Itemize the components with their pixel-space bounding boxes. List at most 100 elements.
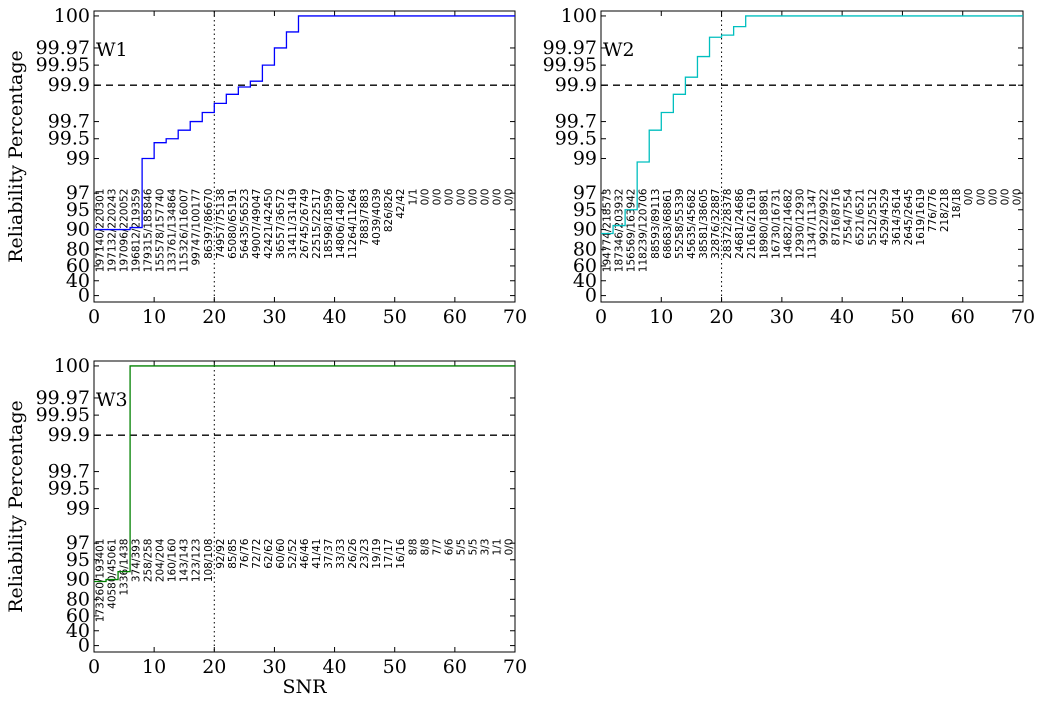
panel-label: W1 — [96, 39, 128, 61]
count-label: 196812/219359 — [131, 189, 143, 273]
y-tick-label: 95 — [66, 549, 90, 571]
x-tick-label: 0 — [88, 656, 100, 678]
count-label: 76/76 — [239, 538, 251, 569]
x-tick-label: 60 — [443, 656, 467, 678]
y-tick-label: 95 — [66, 199, 90, 221]
count-label: 143/143 — [179, 539, 191, 583]
x-tick-label: 0 — [595, 306, 607, 328]
plot-frame — [93, 360, 516, 653]
count-label: 5/5 — [455, 539, 467, 556]
y-tick-label: 99.7 — [48, 111, 90, 133]
x-tick-label: 70 — [1011, 306, 1035, 328]
count-label: 156569/163942 — [626, 189, 638, 273]
count-label: 18/18 — [951, 189, 963, 219]
y-tick-label: 99.95 — [543, 54, 597, 76]
x-tick-label: 60 — [443, 306, 467, 328]
count-label: 16730/16731 — [770, 189, 782, 259]
x-tick-label: 10 — [142, 306, 166, 328]
count-label: 1/1 — [491, 539, 503, 556]
plot-frame — [600, 10, 1024, 303]
x-tick-label: 10 — [649, 306, 673, 328]
count-label: 49007/49047 — [251, 189, 263, 259]
count-label: 42/42 — [395, 189, 407, 219]
count-label: 68683/68861 — [662, 189, 674, 259]
count-label: 6/6 — [443, 538, 455, 555]
y-tick-label: 99.7 — [555, 111, 597, 133]
y-tick-label: 99.5 — [48, 478, 90, 500]
x-tick-label: 50 — [383, 656, 407, 678]
count-label: 155578/157740 — [155, 189, 167, 273]
y-tick-label: 0 — [78, 635, 90, 657]
count-label: 0/0 — [1011, 189, 1023, 206]
count-label: 55258/55339 — [674, 189, 686, 259]
x-tick-label: 40 — [322, 656, 346, 678]
count-label: 258/258 — [143, 539, 155, 583]
count-label: 3/3 — [479, 539, 491, 556]
count-label: 0/0 — [503, 539, 515, 556]
y-tick-label: 97 — [66, 182, 90, 204]
y-axis-title: Reliability Percentage — [5, 50, 27, 263]
y-tick-label: 99.9 — [48, 424, 90, 446]
count-label: 4039/4039 — [371, 189, 383, 246]
count-label: 4529/4529 — [879, 189, 891, 246]
count-label: 133761/134864 — [167, 188, 179, 272]
y-tick-label: 40 — [573, 270, 597, 292]
count-label: 0/0 — [467, 189, 479, 206]
chart-panel-w2: 0 10 20 30 40 50 60 7004060809095979999.599.799… — [543, 5, 1036, 328]
y-tick-label: 90 — [66, 569, 90, 591]
count-label: 194774/218573 — [602, 189, 614, 273]
y-tick-label: 100 — [54, 355, 90, 377]
y-tick-label: 99.97 — [36, 37, 90, 59]
plot-frame — [93, 10, 516, 303]
count-label: 62/62 — [263, 539, 275, 569]
y-tick-label: 90 — [573, 219, 597, 241]
count-label: 60/60 — [275, 539, 287, 569]
count-label: 21616/21619 — [746, 189, 758, 259]
count-label: 42421/42450 — [263, 189, 275, 259]
panel-label: W3 — [96, 389, 128, 411]
count-label: 187346/203932 — [614, 189, 626, 273]
panel-label: W2 — [603, 39, 635, 61]
count-label: 0/0 — [455, 189, 467, 206]
count-label: 12930/12930 — [794, 189, 806, 259]
count-label: 56435/56523 — [239, 189, 251, 259]
count-label: 826/826 — [383, 188, 395, 232]
count-label: 776/776 — [927, 188, 939, 232]
y-tick-label: 60 — [66, 255, 90, 277]
count-label: 218/218 — [939, 189, 951, 233]
count-label: 7554/7554 — [843, 188, 855, 245]
count-label: 204/204 — [155, 538, 167, 582]
count-label: 374/393 — [131, 539, 143, 583]
y-tick-label: 97 — [66, 532, 90, 554]
count-label: 11347/11347 — [807, 189, 819, 259]
x-tick-label: 30 — [262, 306, 286, 328]
y-tick-label: 99.95 — [36, 404, 90, 426]
series-line-w2 — [601, 15, 1023, 235]
count-label: 46/46 — [299, 538, 311, 569]
count-label: 33/33 — [335, 539, 347, 569]
y-tick-label: 99.7 — [48, 461, 90, 483]
x-tick-label: 30 — [770, 306, 794, 328]
y-tick-label: 60 — [573, 255, 597, 277]
count-label: 173260/193401 — [95, 539, 107, 623]
count-label: 31411/31419 — [287, 189, 299, 259]
count-label: 28372/28378 — [722, 189, 734, 259]
count-label: 17/17 — [383, 539, 395, 569]
series-line-w1 — [94, 15, 515, 231]
count-label: 74957/75138 — [215, 189, 227, 259]
y-tick-label: 90 — [66, 219, 90, 241]
count-label: 16/16 — [395, 538, 407, 569]
count-label: 197096/220052 — [119, 189, 131, 273]
y-tick-label: 99 — [66, 498, 90, 520]
count-label: 92/92 — [215, 539, 227, 569]
x-tick-label: 40 — [322, 306, 346, 328]
count-label: 6521/6521 — [855, 189, 867, 246]
y-tick-label: 80 — [573, 238, 597, 260]
y-tick-label: 80 — [66, 588, 90, 610]
y-tick-label: 99.95 — [36, 54, 90, 76]
count-label: 108/108 — [203, 539, 215, 583]
count-label: 179315/185846 — [143, 188, 155, 272]
count-label: 32876/32887 — [710, 189, 722, 259]
x-tick-label: 50 — [383, 306, 407, 328]
